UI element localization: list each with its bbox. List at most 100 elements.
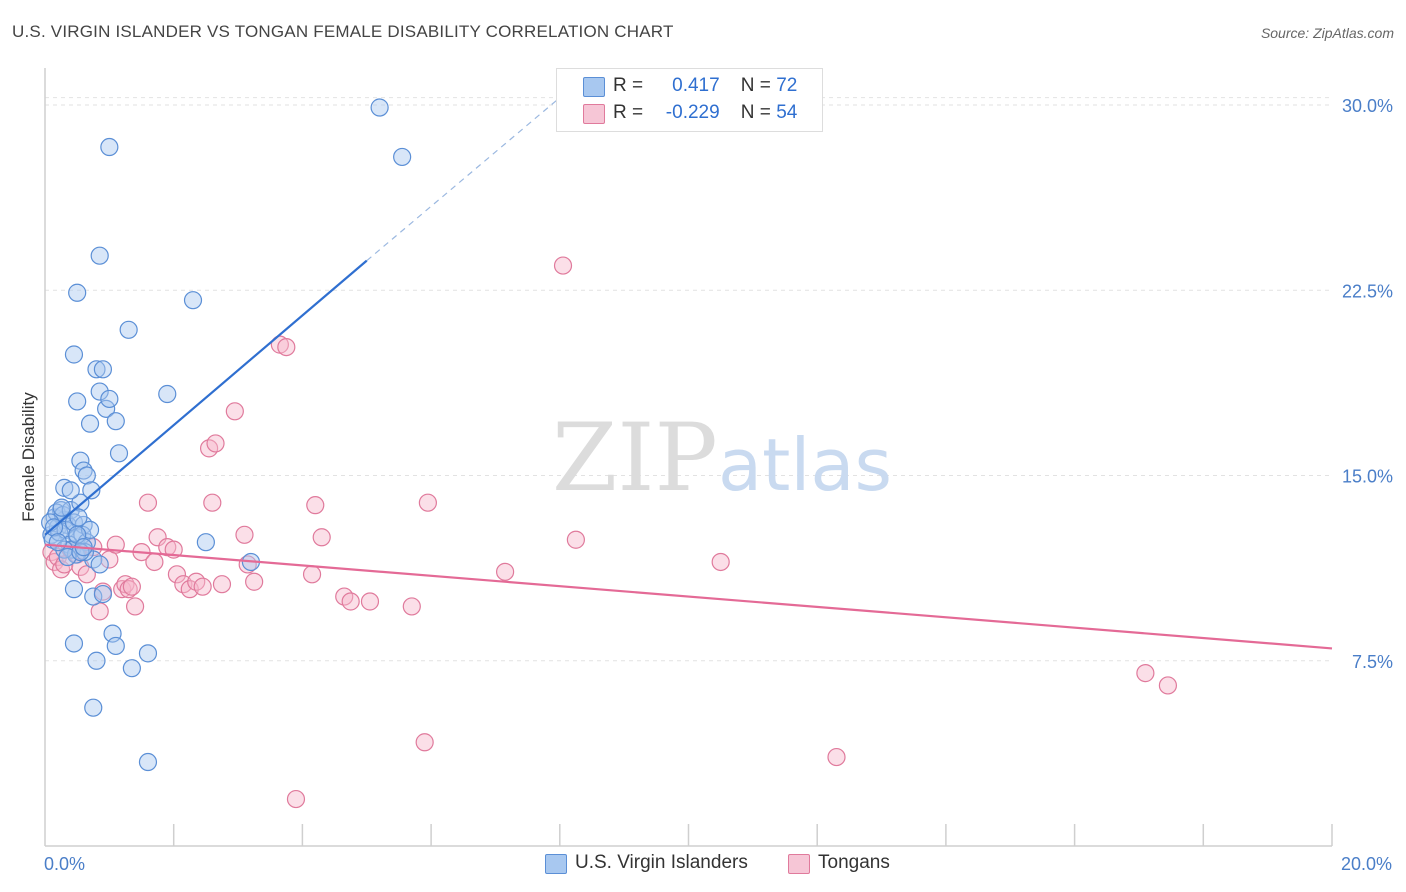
virgin-islanders-point [97, 399, 116, 418]
tongans-point [415, 733, 434, 752]
tongans-point [235, 525, 254, 544]
virgin-islanders-point [196, 533, 215, 552]
virgin-islanders-point [109, 444, 129, 463]
tongans-point [1158, 676, 1178, 695]
legend-n-value: 54 [776, 102, 798, 123]
virgin-islanders-point [74, 461, 93, 480]
virgin-islanders-point [68, 392, 87, 411]
legend-r-value: 0.417 [672, 75, 720, 96]
virgin-islanders-point [93, 360, 113, 379]
y-axis-label: Female Disability [19, 392, 38, 522]
bottom-legend-label-virgin-islanders: U.S. Virgin Islanders [575, 852, 748, 873]
virgin-islanders-trend-extension [366, 97, 561, 262]
trend-lines [44, 97, 1333, 650]
watermark-atlas: atlas [718, 423, 892, 507]
y-tick-label: 30.0% [1342, 96, 1393, 116]
tongans-point [145, 552, 164, 572]
tongans-point [553, 256, 573, 275]
virgin-islanders-point [64, 580, 84, 599]
virgin-islanders-point [64, 634, 84, 653]
virgin-islanders-point [393, 147, 412, 167]
virgin-islanders-point [370, 98, 389, 117]
tongans-point [302, 565, 322, 584]
virgin-islanders-point [48, 533, 67, 552]
tongans-point [167, 565, 187, 584]
virgin-islanders-point [183, 291, 203, 310]
y-tick-labels: 7.5% 15.0% 22.5% 30.0% [1342, 96, 1393, 672]
virgin-islanders-point [100, 137, 119, 157]
tongans-point [148, 528, 167, 547]
x-tick-marks [172, 824, 1333, 846]
virgin-islanders-point [77, 466, 96, 485]
y-tick-label: 7.5% [1352, 652, 1393, 672]
tongans-point [106, 535, 125, 554]
tongans-point [360, 592, 380, 611]
bottom-legend-label-tongans: Tongans [818, 852, 890, 873]
virgin-islanders-point [158, 384, 177, 404]
virgin-islanders-point [122, 659, 141, 678]
tongans-point [122, 577, 141, 596]
tongans-point [312, 528, 331, 547]
grid-layer [45, 97, 1332, 662]
tongans-point [306, 496, 325, 515]
tongans-point [206, 434, 225, 453]
virgin-islanders-point [90, 555, 109, 574]
stats-legend: R = 0.417 N = 72 R = -0.229 N = 54 [556, 68, 823, 132]
tongans-point [341, 592, 360, 611]
virgin-islanders-point [119, 320, 138, 339]
tongans-point [286, 789, 306, 809]
x-tick-label-min: 0.0% [44, 854, 85, 874]
legend-n-label: N = [740, 75, 771, 96]
tongans-point [496, 562, 515, 581]
tongans-point [402, 597, 421, 616]
legend-n-value: 72 [776, 75, 798, 96]
legend-n-label: N = [740, 102, 771, 123]
virgin-islanders-point [52, 498, 71, 517]
tongans-point [277, 337, 296, 357]
virgin-islanders-points [41, 98, 412, 772]
legend-r-value: -0.229 [665, 102, 720, 123]
virgin-islanders-point [84, 698, 103, 717]
virgin-islanders-point [138, 752, 158, 772]
tongans-point [125, 597, 145, 616]
y-tick-label: 22.5% [1342, 281, 1393, 301]
legend-swatch-blue [583, 77, 605, 97]
tongans-point [212, 575, 232, 594]
virgin-islanders-point [82, 481, 101, 500]
watermark: ZIP atlas [552, 404, 892, 513]
bottom-legend-swatch-pink [788, 854, 810, 874]
tongans-point [119, 580, 138, 599]
virgin-islanders-point [68, 283, 87, 302]
bottom-legend-swatch-blue [545, 854, 567, 874]
watermark-zip: ZIP [552, 404, 718, 513]
tongans-point [225, 402, 244, 421]
virgin-islanders-point [138, 644, 158, 663]
y-tick-label: 15.0% [1342, 467, 1393, 487]
legend-r-label: R = [613, 102, 644, 123]
virgin-islanders-point [90, 246, 109, 265]
virgin-islanders-point [106, 412, 125, 431]
virgin-islanders-point [87, 360, 106, 379]
virgin-islanders-point [61, 481, 80, 500]
tongans-point [827, 747, 846, 767]
tongans-point [245, 572, 264, 591]
tongans-point [418, 493, 437, 512]
virgin-islanders-trend-line [44, 259, 368, 536]
virgin-islanders-point [80, 414, 100, 433]
virgin-islanders-point [87, 651, 106, 670]
x-tick-label-max: 20.0% [1341, 854, 1392, 874]
tongans-point [193, 577, 212, 596]
tongans-point [138, 493, 158, 512]
tongans-trend-line [44, 543, 1333, 650]
virgin-islanders-point [106, 636, 125, 656]
tongans-point [1136, 664, 1155, 683]
legend-r-label: R = [613, 75, 644, 96]
tongans-points [42, 256, 1178, 809]
tongans-point [566, 530, 585, 549]
virgin-islanders-point [100, 389, 119, 409]
legend-swatch-pink [583, 104, 605, 124]
chart-title: U.S. VIRGIN ISLANDER VS TONGAN FEMALE DI… [12, 22, 674, 41]
chart-source: Source: ZipAtlas.com [1260, 25, 1394, 41]
virgin-islanders-point [64, 345, 84, 364]
